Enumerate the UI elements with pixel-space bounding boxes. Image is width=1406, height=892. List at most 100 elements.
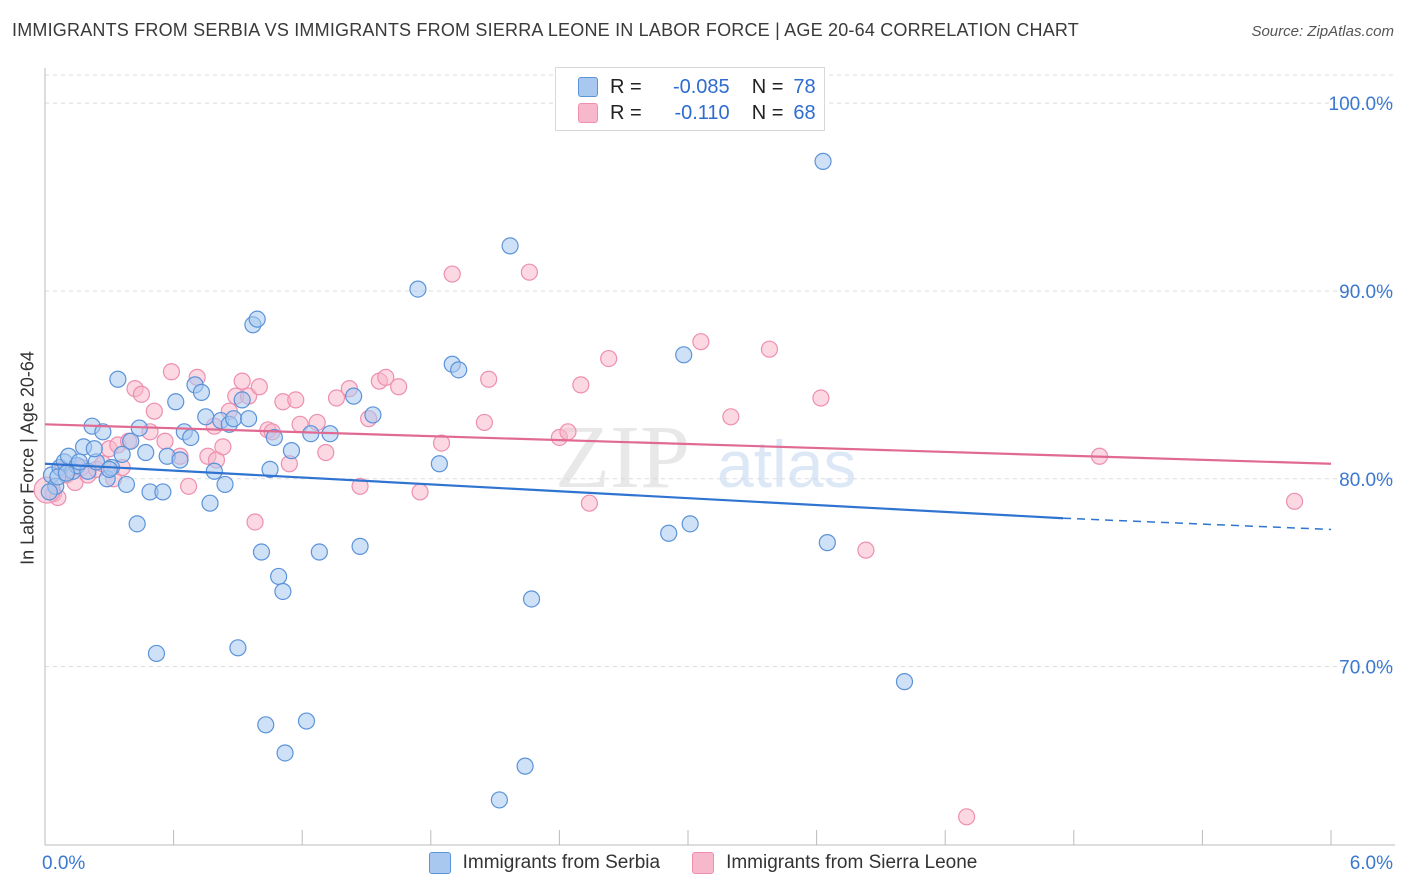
data-point [171,451,189,469]
data-point [516,757,534,775]
data-point [895,673,914,691]
data-point [229,639,247,657]
data-point [246,513,264,531]
data-point [559,423,577,441]
data-point [681,515,699,533]
data-point [147,644,166,663]
x-tick-label-min: 0.0% [42,853,85,874]
data-point [128,515,146,533]
data-point [182,428,200,447]
data-point [109,370,127,388]
data-point [522,590,541,608]
data-point [85,440,103,458]
n-label: N = [751,101,784,124]
data-point [180,477,198,495]
grid [45,74,1395,668]
legend-row-sierra-leone: R = -0.110 N = 68 [578,101,816,125]
data-point [580,494,599,512]
legend-item-serbia[interactable]: Immigrants from Serbia [428,852,660,874]
data-point [57,464,76,482]
data-point [450,361,468,379]
r-value: -0.085 [672,75,730,98]
data-point [814,152,832,170]
data-point [225,410,243,428]
data-point [167,393,185,411]
data-point [40,483,58,501]
data-point [692,333,710,351]
data-point [94,423,112,441]
data-point [501,237,519,255]
correlation-legend: R = -0.085 N = 78 R = -0.110 N = 68 [555,67,825,131]
data-point [430,455,448,473]
data-point [490,791,508,809]
data-point [480,370,498,388]
y-tick-label: 70.0% [1339,658,1393,679]
data-points [33,152,1304,826]
r-value: -0.110 [674,101,730,124]
data-point [310,543,328,561]
y-axis-label: In Labor Force | Age 20-64 [17,351,38,565]
data-point [660,524,678,542]
tick-labels: 70.0% 80.0% 90.0% 100.0% 0.0% 6.0% [42,94,1393,874]
data-point [240,410,258,428]
data-point [760,340,779,358]
data-point [162,363,181,381]
source-label: Source: ZipAtlas.com [1251,23,1394,40]
data-point [113,445,131,463]
legend-swatch-sierra-leone [578,103,598,123]
data-point [261,460,279,478]
data-point [117,475,136,494]
r-label: R = [610,101,642,124]
data-point [351,537,369,555]
legend-row-serbia: R = -0.085 N = 78 [578,75,816,99]
watermark-zip: ZIP [555,408,690,507]
legend-item-sierra-leone[interactable]: Immigrants from Sierra Leone [692,852,977,874]
data-point [248,310,266,328]
trend-lines [44,423,1332,531]
data-point [432,434,451,452]
x-tick-label-max: 6.0% [1350,853,1393,874]
data-point [345,387,363,405]
data-point [276,744,294,762]
trend-line-serbia-extension [1063,517,1332,531]
r-label: R = [610,75,642,98]
watermark: ZIP atlas [555,408,856,507]
data-point [857,541,875,559]
axes [44,68,1395,846]
data-point [282,442,301,460]
data-point [390,378,408,396]
data-point [317,443,335,462]
data-point [364,406,382,424]
data-point [154,483,172,501]
data-point [812,389,830,407]
data-point [287,391,305,409]
data-point [100,460,118,478]
data-point [132,385,151,403]
data-point [257,716,275,734]
data-point [520,263,538,281]
watermark-atlas: atlas [717,427,856,501]
y-tick-label: 90.0% [1339,282,1393,303]
data-point [411,483,429,501]
legend-label-sierra-leone: Immigrants from Sierra Leone [726,852,978,873]
data-point [818,534,836,552]
n-label: N = [751,75,784,98]
series-legend: Immigrants from Serbia Immigrants from S… [0,852,1406,874]
data-point [327,389,346,407]
data-point [214,438,232,456]
data-point [197,408,215,426]
data-point [205,462,223,480]
data-point [675,346,693,364]
legend-swatch-serbia [578,77,598,97]
data-point [409,280,427,298]
data-point [137,443,155,462]
data-point [274,582,292,601]
data-point [233,391,251,409]
data-point [156,432,174,450]
data-point [443,265,461,283]
n-value: 78 [793,75,816,98]
data-point [192,383,211,401]
data-point [265,428,283,447]
data-point [145,402,163,420]
